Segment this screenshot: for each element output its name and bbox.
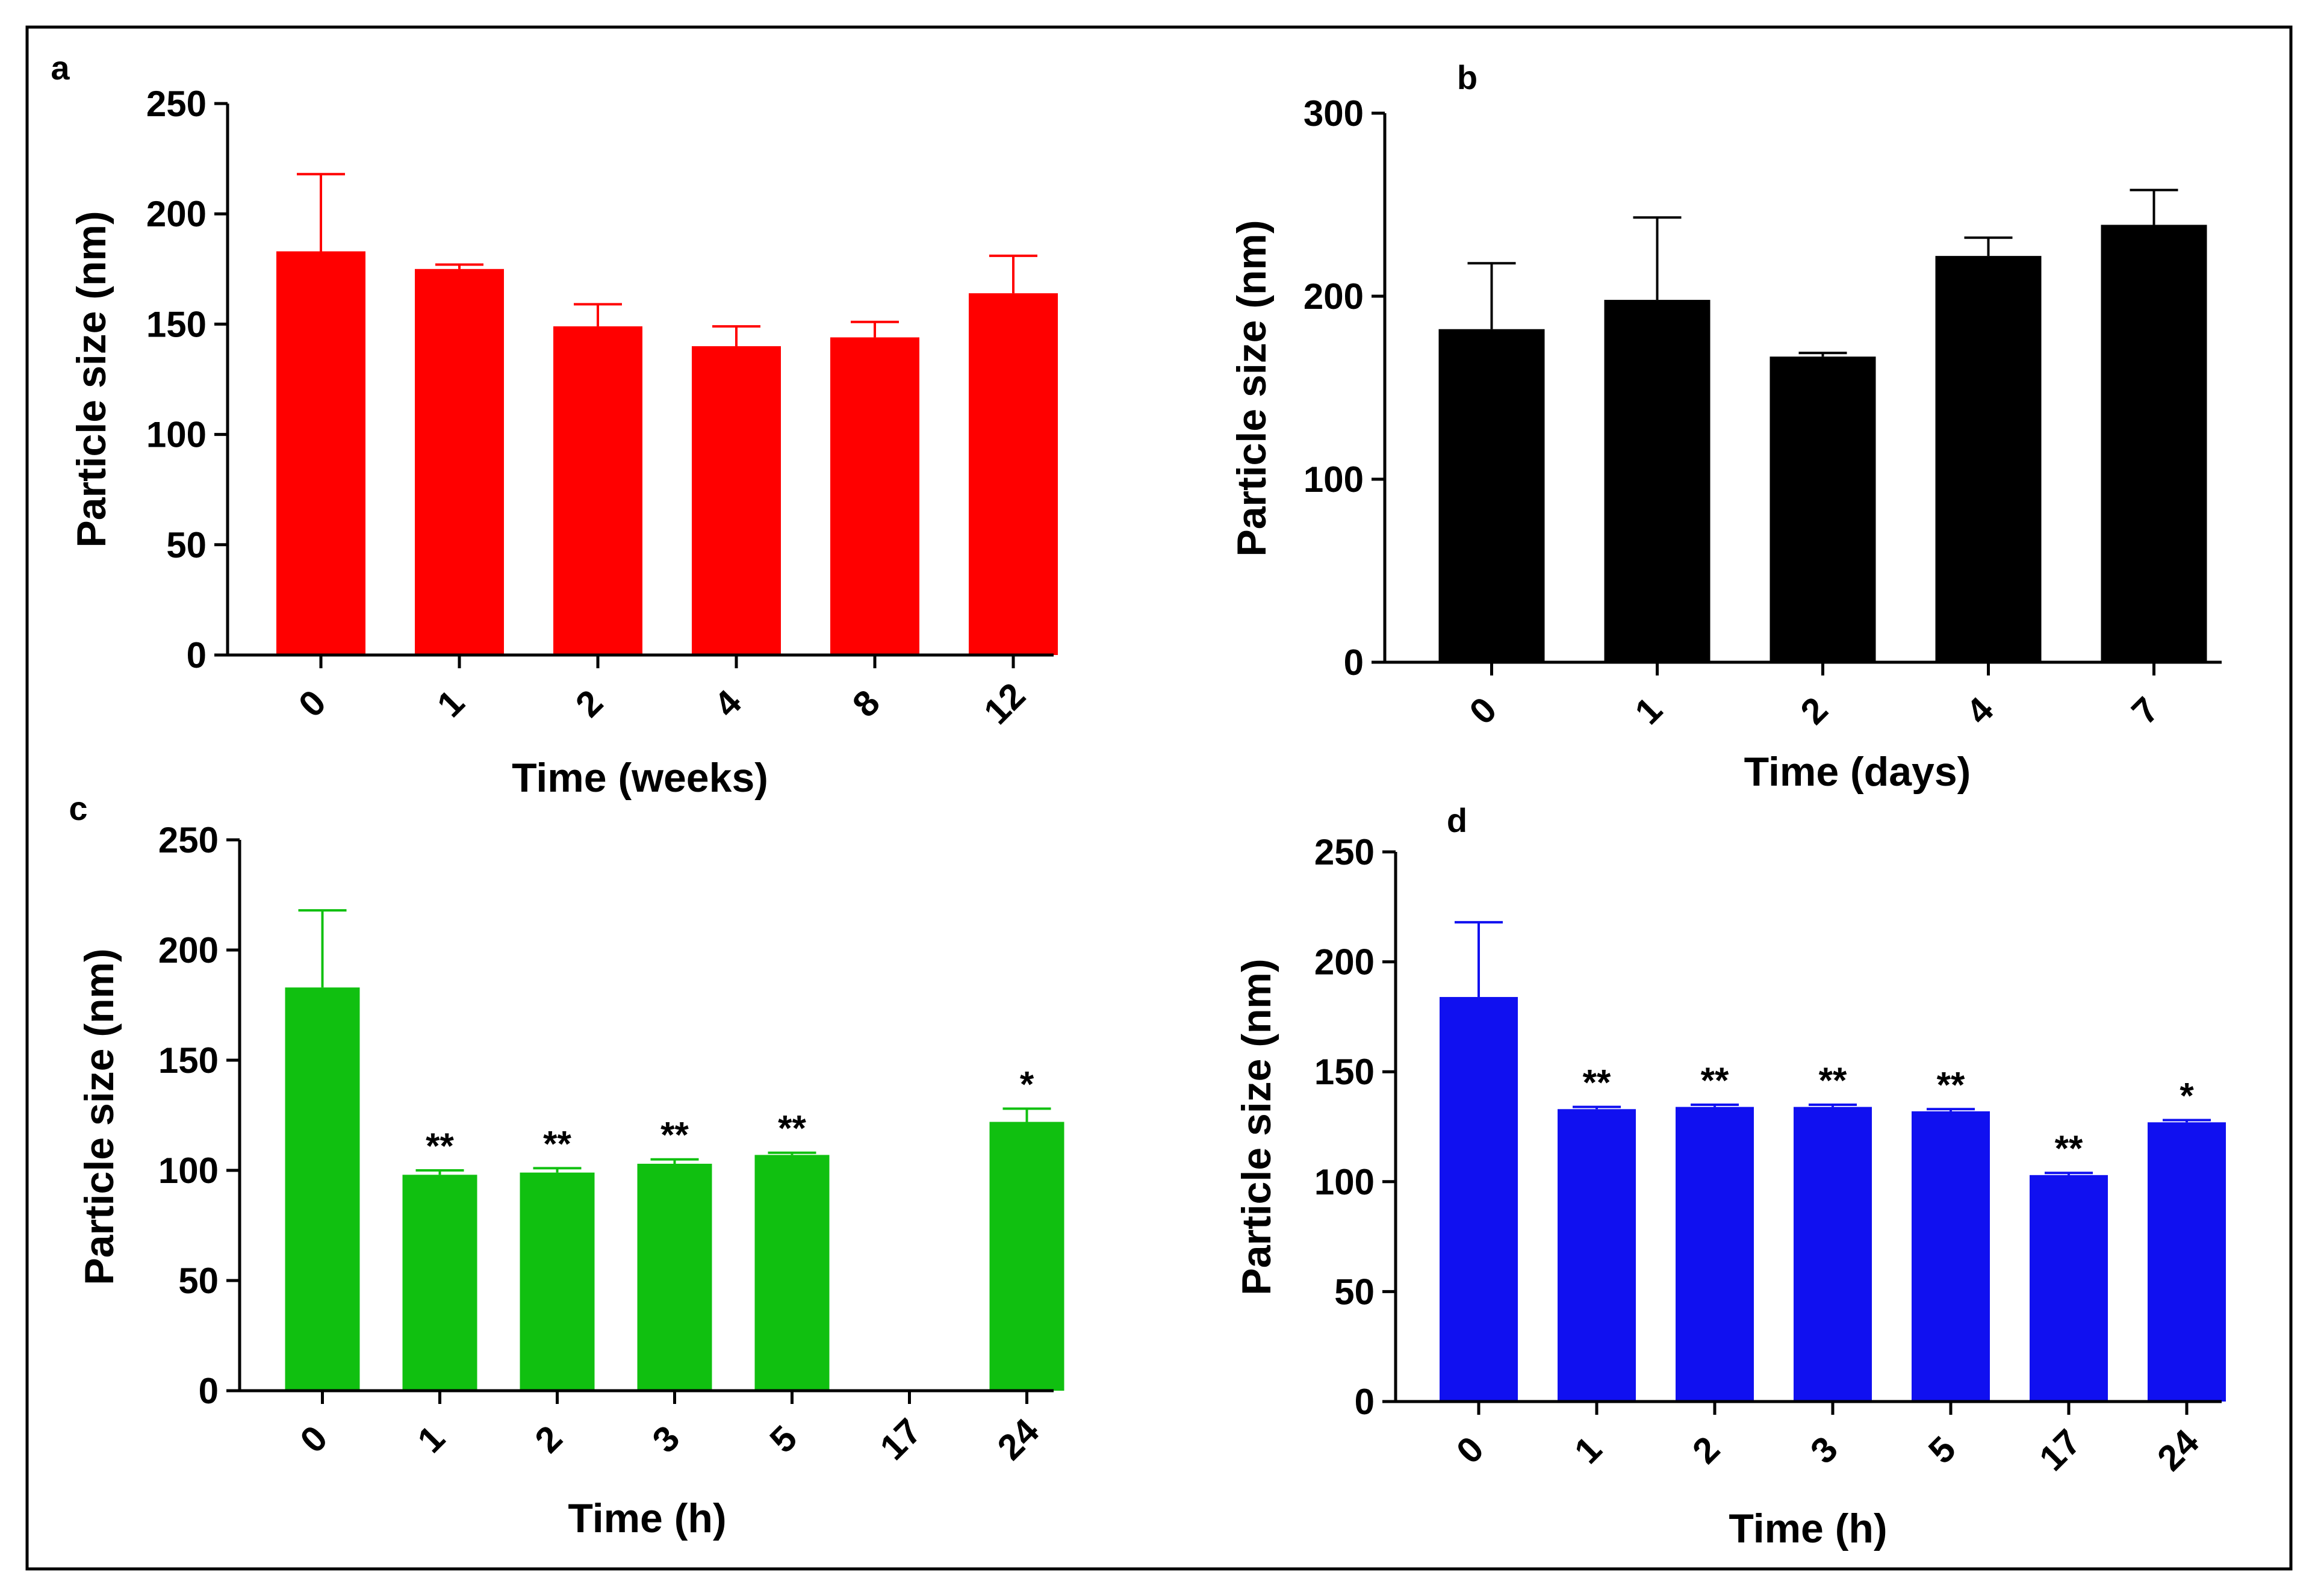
panel-b-bar [2101,225,2207,662]
panel-b-bar [1770,356,1876,662]
panel-b-y-tick-label: 0 [1344,642,1364,683]
panel-a-y-tick-label: 150 [146,304,207,344]
figure-border [25,25,2293,1571]
panel-d-y-axis-title: Particle size (nm) [1234,958,1279,1295]
panel-a-bar [553,326,642,655]
panel-c-x-axis-title: Time (h) [568,1495,726,1541]
panel-a-y-tick-label: 200 [146,194,207,234]
panel-letter-d: d [1447,801,1467,839]
panel-d-y-tick-label: 100 [1314,1162,1375,1202]
panel-d-significance: ** [1701,1060,1729,1101]
panel-d-bar [1794,1107,1872,1402]
panel-d-bar [1558,1109,1636,1402]
panel-b-y-tick-label: 300 [1303,93,1364,134]
panel-c-bar [285,987,360,1391]
panel-d-y-tick-label: 0 [1355,1382,1375,1422]
panel-d-bar [1440,997,1518,1402]
panel-c-significance: ** [543,1123,571,1164]
panel-b-bar [1438,329,1545,662]
panel-a-y-axis-title: Particle size (nm) [69,211,114,547]
panel-b-y-axis-title: Particle size (nm) [1229,220,1275,556]
panel-c-y-tick-label: 200 [158,930,219,970]
panel-c-significance: * [1020,1064,1034,1105]
panel-c-bar [402,1175,477,1391]
panel-c-bar [754,1155,830,1391]
panel-c-bar [520,1172,595,1391]
panel-d-bar [2148,1122,2226,1402]
panel-c-significance: ** [660,1115,689,1155]
panel-d-y-tick-label: 250 [1314,832,1375,872]
panel-d-bar [1676,1107,1754,1402]
panel-c-y-tick-label: 50 [178,1261,219,1301]
panel-a-y-tick-label: 50 [166,525,207,565]
panel-b-bar [1604,300,1711,663]
panel-letter-a: a [51,49,70,87]
panel-d-bar [1912,1111,1990,1402]
panel-a-y-tick-label: 0 [187,635,207,675]
panel-a-bar [969,293,1058,655]
panel-c-marks: ** ** ** *** [285,909,1064,1391]
panel-d-significance: ** [1937,1064,1965,1105]
panel-d-significance: * [2180,1076,2194,1116]
panel-c-bar [637,1164,712,1391]
panel-letter-b: b [1457,58,1477,96]
panel-c-y-tick-label: 150 [158,1040,219,1081]
panel-b-bar [1935,256,2042,662]
panel-d-bar [2030,1175,2108,1402]
panel-c-bar [989,1122,1064,1391]
panel-a-bar [415,269,504,655]
panel-c-significance: ** [778,1108,806,1149]
panel-c-y-tick-label: 100 [158,1150,219,1191]
panel-c-y-axis-title: Particle size (nm) [76,948,122,1285]
panel-a-y-tick-label: 250 [146,84,207,124]
panel-d-significance: ** [1583,1063,1611,1103]
panel-d-significance: ** [2055,1128,2083,1169]
panel-d-y-tick-label: 50 [1334,1272,1375,1312]
panel-d-y-tick-label: 150 [1314,1052,1375,1092]
panel-a-x-axis-title: Time (weeks) [512,755,768,801]
panel-c-y-tick-label: 250 [158,820,219,860]
panel-b-y-tick-label: 100 [1303,459,1364,500]
panel-a-bar [276,251,365,655]
panel-a-bar [692,346,781,655]
panel-d-significance: ** [1819,1060,1847,1101]
panel-d-marks: ** ** ** ***** [1440,921,2226,1402]
panel-c-significance: ** [426,1126,454,1166]
panel-a-y-tick-label: 100 [146,415,207,455]
panel-b-marks [1438,188,2207,663]
panel-a-marks [276,173,1058,655]
panel-letter-c: c [69,789,87,827]
panel-c-y-tick-label: 0 [199,1371,219,1411]
panel-d-y-tick-label: 200 [1314,942,1375,983]
panel-b-x-axis-title: Time (days) [1744,749,1971,795]
panel-b-y-tick-label: 200 [1303,276,1364,317]
panel-d-x-axis-title: Time (h) [1729,1506,1887,1551]
panel-a-bar [830,337,919,655]
